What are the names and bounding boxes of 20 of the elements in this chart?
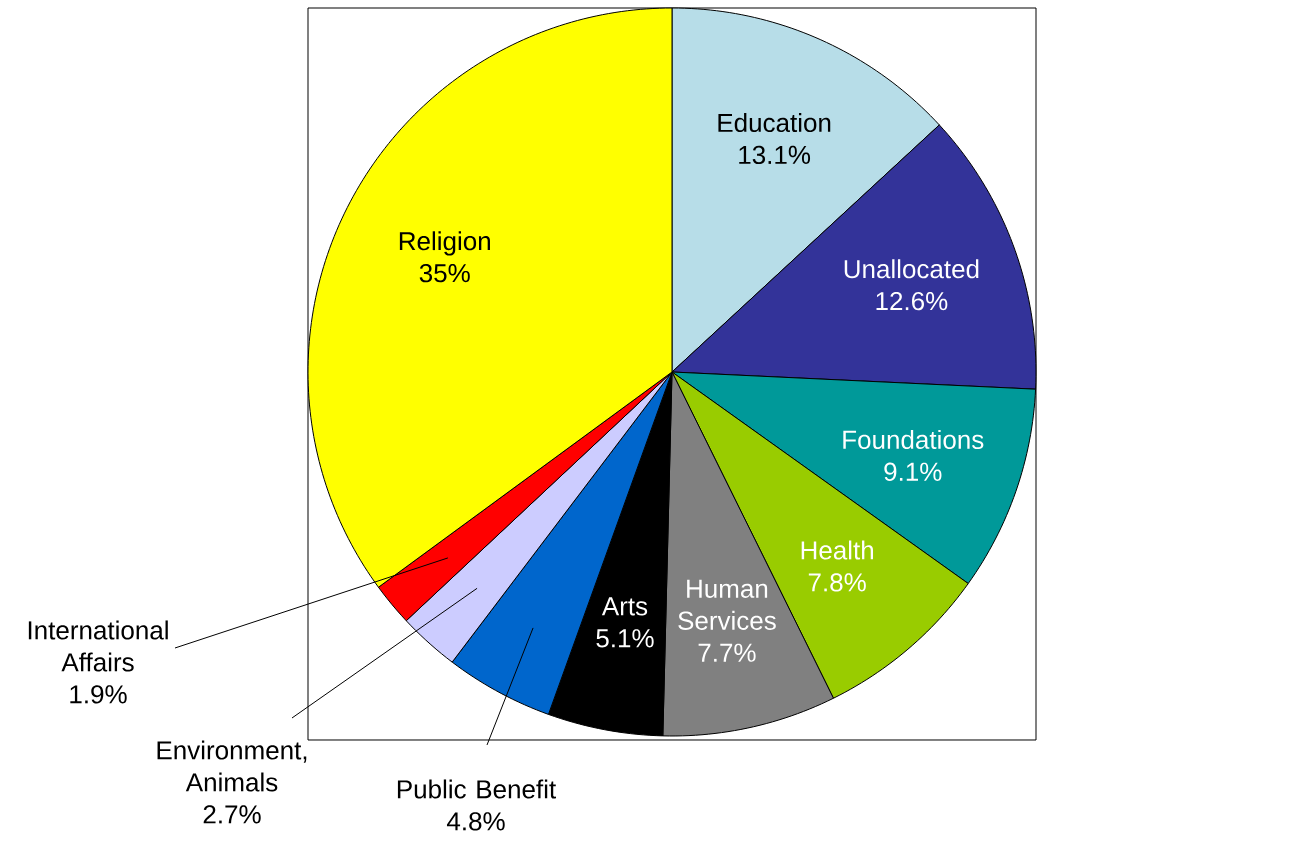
data-label: 13.1%	[739, 145, 811, 165]
data-label: 1.9%	[70, 685, 127, 704]
slice-label: Human Services	[678, 579, 776, 630]
data-label: 4.8%	[446, 812, 505, 831]
slice-label: Religion	[399, 231, 490, 256]
data-label: 9.1%	[884, 462, 942, 481]
slice-label: Environment, Animals	[157, 740, 307, 792]
slice-label: Public Benefit	[397, 779, 556, 799]
data-label: 7.8%	[808, 573, 866, 592]
slice-label: Arts	[601, 597, 648, 616]
data-label: 7.7%	[698, 643, 756, 662]
data-label: 2.7%	[203, 805, 261, 824]
slice-label: International Affairs	[28, 620, 168, 672]
data-label: 35%	[419, 263, 470, 283]
data-label: 12.6%	[876, 291, 948, 311]
slice-label: Education	[718, 113, 831, 133]
data-label: 5.1%	[596, 629, 654, 648]
slice-label: Unallocated	[844, 259, 979, 279]
slice-label: Health	[801, 540, 874, 560]
slice-label: Foundations	[843, 429, 984, 449]
